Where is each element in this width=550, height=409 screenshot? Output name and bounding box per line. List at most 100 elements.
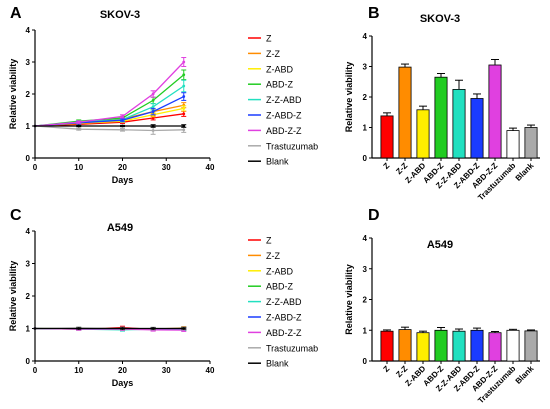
- legend-entry: Z-Z-ABD: [266, 95, 302, 105]
- data-point: [151, 99, 155, 102]
- data-point: [121, 327, 124, 330]
- y-axis-label: Relative viability: [8, 261, 18, 332]
- panel-label-c: C: [10, 207, 22, 224]
- bar-z-z-abd: [452, 89, 466, 159]
- series-trastuzumab: [33, 124, 187, 135]
- bar-blank: [524, 127, 538, 159]
- bar-z-z: [398, 329, 412, 362]
- chart-title: A549: [107, 222, 133, 234]
- series-blank: [33, 327, 187, 330]
- data-point: [182, 124, 186, 128]
- data-point: [77, 327, 81, 330]
- data-point: [151, 327, 155, 330]
- data-point: [33, 124, 37, 128]
- bar-z-abd: [416, 109, 430, 159]
- y-tick-label: 3: [363, 265, 368, 274]
- y-tick-label: 0: [363, 154, 368, 163]
- x-tick-label: Blank: [514, 161, 536, 183]
- legend-entry: Blank: [266, 157, 289, 167]
- series-abd-z: [33, 69, 187, 128]
- data-point: [77, 127, 81, 131]
- legend-entry: Z-ABD-Z: [266, 111, 302, 121]
- panel-label-b: B: [368, 5, 380, 22]
- chart-title: SKOV-3: [420, 13, 460, 25]
- legend-entry: Trastuzumab: [266, 141, 318, 151]
- bar-blank: [524, 330, 538, 362]
- x-tick-label: 30: [162, 366, 171, 375]
- x-tick-label: Z: [382, 161, 392, 171]
- data-point: [182, 95, 186, 98]
- y-tick-label: 2: [363, 296, 368, 305]
- x-tick-label: 20: [118, 366, 127, 375]
- series-blank: [33, 124, 187, 128]
- legend-entry: Z-Z: [266, 49, 280, 59]
- legend-entry: ABD-Z-Z: [266, 126, 302, 136]
- legend-entry: Blank: [266, 359, 289, 369]
- data-point: [151, 105, 155, 109]
- x-tick-label: 0: [33, 366, 38, 375]
- data-point: [182, 327, 186, 330]
- y-tick-label: 1: [363, 124, 368, 133]
- data-point: [182, 107, 186, 110]
- y-tick-label: 1: [26, 325, 31, 334]
- y-axis-label: Relative viability: [344, 62, 354, 133]
- data-point: [33, 327, 37, 330]
- y-tick-label: 4: [363, 234, 368, 243]
- panel-c: C A549 0 1 2 3 4 Relative viability 0 10 20 30 40 Day…: [8, 207, 318, 388]
- data-point: [151, 124, 155, 128]
- data-point: [121, 115, 124, 118]
- data-point: [151, 129, 155, 132]
- bar-trastuzumab: [506, 130, 520, 159]
- legend-entry: Z-Z: [266, 251, 280, 261]
- data-point: [182, 60, 186, 64]
- legend-entry: ABD-Z: [266, 282, 294, 292]
- data-point: [121, 118, 124, 122]
- y-tick-label: 2: [26, 292, 31, 301]
- x-tick-label: Blank: [514, 364, 536, 386]
- x-tick-label: 40: [206, 163, 215, 172]
- data-point: [121, 124, 124, 128]
- legend-entry: Z: [266, 236, 272, 246]
- x-tick-label: 20: [118, 163, 127, 172]
- y-tick-label: 2: [26, 90, 31, 99]
- data-point: [151, 110, 155, 113]
- legend-entry: Z-ABD: [266, 64, 294, 74]
- data-point: [182, 128, 186, 132]
- bar-z: [380, 330, 394, 362]
- bar-z-abd-z: [470, 98, 484, 159]
- panel-a: A SKOV-3 0 1 2 3 4 Relative viability 0 10 20 30 40 D…: [8, 5, 318, 185]
- legend-entry: Z: [266, 34, 272, 44]
- legend-entry: Z-ABD: [266, 266, 294, 276]
- bar-z-abd-z: [470, 329, 484, 362]
- data-point: [151, 116, 155, 120]
- data-point: [151, 92, 155, 96]
- y-tick-label: 4: [363, 32, 368, 41]
- x-axis-label: Days: [112, 378, 134, 388]
- y-tick-label: 3: [26, 260, 31, 269]
- series-line: [34, 125, 184, 132]
- legend-entry: Z-ABD-Z: [266, 313, 302, 323]
- bar-z: [380, 115, 394, 159]
- panel-label-a: A: [10, 5, 22, 22]
- bar-z-z-abd: [452, 330, 466, 362]
- bar-abd-z: [434, 329, 448, 362]
- data-point: [182, 73, 186, 77]
- panel-label-d: D: [368, 207, 380, 224]
- series-abd-z-z: [33, 57, 187, 128]
- y-tick-label: 4: [26, 227, 31, 236]
- y-tick-label: 0: [26, 357, 31, 366]
- data-point: [77, 124, 81, 128]
- data-point: [182, 84, 186, 88]
- data-point: [182, 112, 186, 116]
- x-tick-label: 10: [74, 163, 83, 172]
- bar-z-abd: [416, 332, 430, 362]
- x-tick-label: 10: [74, 366, 83, 375]
- bar-abd-z-z: [488, 332, 502, 362]
- series-line: [34, 85, 185, 127]
- chart-title: SKOV-3: [100, 9, 140, 21]
- x-tick-label: 0: [33, 163, 38, 172]
- bar-z-z: [398, 66, 412, 159]
